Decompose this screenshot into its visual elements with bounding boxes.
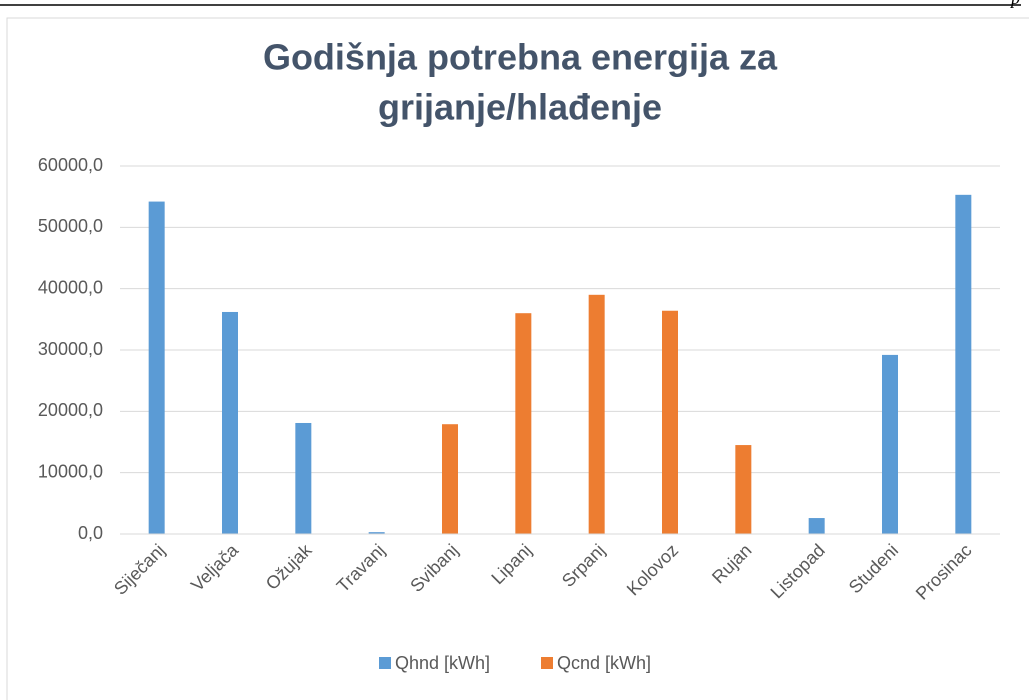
bar [735,445,752,534]
y-tick-label: 0,0 [78,523,103,543]
x-tick-label: Rujan [708,540,755,587]
x-tick-label: Kolovoz [623,540,682,599]
bar [588,294,605,534]
x-tick-label: Ožujak [262,539,316,593]
chart-title: grijanje/hlađenje [378,87,662,128]
bar [662,310,678,534]
x-tick-label: Lipanj [487,540,535,588]
bar [148,201,165,534]
bar [808,518,825,534]
x-tick-label: Siječanj [110,540,169,599]
page-header: p [1009,0,1020,8]
x-tick-label: Travanj [333,540,389,596]
legend-label: Qhnd [kWh] [395,653,490,673]
chart-title: Godišnja potrebna energija za [263,37,778,78]
legend-label: Qcnd [kWh] [557,653,651,673]
bar [295,422,312,534]
bar [368,532,385,534]
legend-swatch [379,657,391,669]
x-tick-label: Prosinac [912,540,976,604]
bar [515,313,532,534]
y-tick-label: 10000,0 [38,461,103,481]
bar [955,194,972,534]
x-tick-label: Svibanj [406,540,462,596]
y-tick-label: 20000,0 [38,400,103,420]
x-tick-label: Veljača [187,539,243,595]
legend-swatch [541,657,553,669]
bar [882,354,898,534]
y-tick-label: 30000,0 [38,339,103,359]
x-tick-label: Studeni [845,540,902,597]
bar [222,311,238,534]
y-tick-label: 50000,0 [38,216,103,236]
x-tick-label: Listopad [767,540,829,602]
y-tick-label: 60000,0 [38,155,103,175]
y-tick-label: 40000,0 [38,277,103,297]
chart-frame [6,17,1029,700]
bar [442,424,458,534]
x-tick-label: Srpanj [558,540,609,591]
